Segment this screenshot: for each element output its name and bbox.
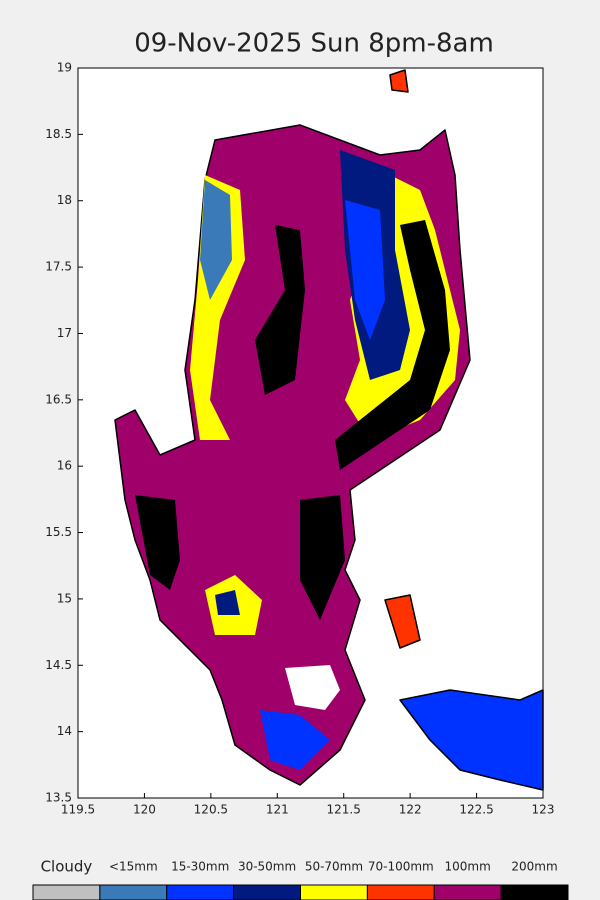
legend-swatch xyxy=(366,884,435,900)
legend-swatch xyxy=(300,884,368,900)
zone-blue-west xyxy=(200,180,232,300)
legend-swatch xyxy=(32,884,101,900)
y-tick-label: 17.5 xyxy=(45,260,72,274)
legend-label: 70-100mm xyxy=(368,860,434,874)
x-tick-label: 122.5 xyxy=(459,803,493,817)
zone-black-east xyxy=(335,220,450,470)
y-tick-label: 18.5 xyxy=(45,127,72,141)
zone-blue-batangas xyxy=(260,710,330,770)
x-tick-label: 120 xyxy=(133,803,156,817)
legend-label: <15mm xyxy=(109,860,158,874)
y-tick-label: 17 xyxy=(57,326,72,340)
x-tick-label: 123 xyxy=(532,803,555,817)
legend-label: 50-70mm xyxy=(305,860,363,874)
y-tick-label: 13.5 xyxy=(45,791,72,805)
y-tick-label: 15.5 xyxy=(45,525,72,539)
x-tick-label: 120.5 xyxy=(194,803,228,817)
legend-label: 100mm xyxy=(445,860,491,874)
legend-swatch xyxy=(233,884,301,900)
x-tick-label: 119.5 xyxy=(61,803,95,817)
legend-swatch xyxy=(166,884,235,900)
zone-black-southeast xyxy=(300,495,345,620)
zone-blue-light xyxy=(345,200,385,340)
map-title: 09-Nov-2025 Sun 8pm-8am xyxy=(134,29,494,59)
north-island xyxy=(389,69,409,93)
legend-label: 200mm xyxy=(511,860,557,874)
legend-swatch xyxy=(500,884,569,900)
zone-black-central xyxy=(255,225,305,395)
zone-blue-south xyxy=(215,590,240,615)
y-tick-label: 14.5 xyxy=(45,658,72,672)
x-tick-label: 121.5 xyxy=(327,803,361,817)
legend-swatch xyxy=(99,884,168,900)
y-tick-label: 14 xyxy=(57,724,72,738)
east-island xyxy=(384,594,421,649)
axes xyxy=(77,67,544,799)
plot-frame xyxy=(77,67,544,799)
legend-label: 30-50mm xyxy=(238,860,296,874)
y-tick-label: 15 xyxy=(57,591,72,605)
y-tick-label: 18 xyxy=(57,193,72,207)
legend-label: Cloudy xyxy=(41,858,93,876)
legend-label: 15-30mm xyxy=(171,860,229,874)
rainfall-zones xyxy=(135,150,460,770)
y-tick-label: 19 xyxy=(57,61,72,75)
legend-swatch xyxy=(433,884,502,900)
zone-white-bay xyxy=(285,665,340,710)
y-tick-label: 16 xyxy=(57,459,72,473)
x-tick-label: 121 xyxy=(266,803,289,817)
x-tick-label: 122 xyxy=(399,803,422,817)
zone-black-southwest xyxy=(135,495,180,590)
y-tick-label: 16.5 xyxy=(45,392,72,406)
